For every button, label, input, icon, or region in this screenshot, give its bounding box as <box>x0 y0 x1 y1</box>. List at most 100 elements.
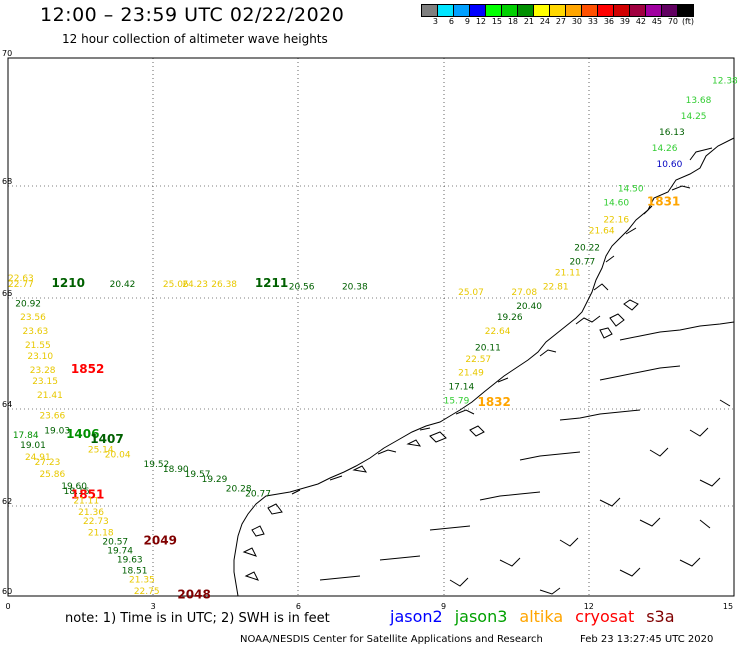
footer-note: note: 1) Time is in UTC; 2) SWH is in fe… <box>65 611 330 626</box>
wave-height-value: 23.63 <box>23 327 49 337</box>
wave-height-value: 22.63 <box>8 274 34 284</box>
wave-height-value: 22.16 <box>603 215 629 225</box>
map-frame <box>7 57 735 597</box>
wave-height-value: 19.52 <box>144 460 170 470</box>
lat-tick-label: 70 <box>2 49 12 58</box>
wave-height-value: 20.42 <box>110 280 136 290</box>
lat-tick-label: 64 <box>2 400 12 409</box>
color-label: 27 <box>555 17 566 26</box>
satellite-legend-altika: altika <box>519 607 564 626</box>
pass-time-label: 1211 <box>255 276 288 290</box>
color-labels: 3 6 9 12 15 18 21 24 27 30 33 36 39 42 45 70 (ft) <box>422 17 694 29</box>
pass-time-label: 1852 <box>71 362 104 376</box>
wave-height-value: 21.36 <box>78 508 104 518</box>
lon-tick-label: 9 <box>441 602 446 611</box>
footer-credit: NOAA/NESDIS Center for Satellite Applica… <box>240 634 543 645</box>
lon-tick-label: 0 <box>5 602 10 611</box>
wave-height-value: 19.26 <box>497 313 523 323</box>
wave-height-value: 20.22 <box>574 243 600 253</box>
coastline <box>233 137 735 597</box>
color-legend: 3 6 9 12 15 18 21 24 27 30 33 36 39 42 45 70 (ft) <box>421 4 694 29</box>
pass-time-label: 1832 <box>477 395 510 409</box>
color-label: 15 <box>491 17 502 26</box>
wave-height-value: 25.06 <box>163 280 189 290</box>
wave-height-value: 26.38 <box>211 280 237 290</box>
wave-height-value: 21.55 <box>25 341 51 351</box>
wave-height-value: 20.77 <box>569 257 595 267</box>
wave-height-value: 17.14 <box>448 383 474 393</box>
wave-height-value: 22.81 <box>543 283 569 293</box>
wave-height-value: 10.60 <box>657 160 683 170</box>
map-grid <box>8 58 734 596</box>
pass-time-label: 1851 <box>71 488 104 502</box>
color-label: 36 <box>603 17 614 26</box>
satellite-legend-s3a: s3a <box>646 607 675 626</box>
satellite-legend-jason3: jason3 <box>454 607 508 626</box>
pass-time-label: 2048 <box>177 587 210 601</box>
wave-height-value: 14.60 <box>603 199 629 209</box>
lat-tick-label: 62 <box>2 497 12 506</box>
wave-height-value: 20.04 <box>105 451 131 461</box>
wave-height-value: 19.60 <box>61 482 87 492</box>
lat-tick-label: 68 <box>2 177 12 186</box>
wave-height-value: 21.35 <box>129 576 155 586</box>
color-label: 6 <box>448 17 454 26</box>
wave-height-value: 20.11 <box>475 344 501 354</box>
color-label: 24 <box>539 17 550 26</box>
wave-height-value: 22.73 <box>83 517 109 527</box>
wave-height-value: 21.64 <box>589 227 615 237</box>
wave-height-value: 21.18 <box>88 528 114 538</box>
wave-height-value: 27.08 <box>511 288 537 298</box>
wave-height-value: 19.74 <box>107 546 133 556</box>
wave-height-value: 24.23 <box>182 280 208 290</box>
color-label: 45 <box>651 17 662 26</box>
lat-tick-label: 60 <box>2 587 12 596</box>
wave-height-value: 21.11 <box>555 269 581 279</box>
wave-height-value: 25.07 <box>458 288 484 298</box>
pass-time-label: 1406 <box>66 427 99 441</box>
wave-height-value: 12.38 <box>712 77 738 87</box>
wave-height-value: 14.26 <box>652 144 678 154</box>
wave-height-value: 21.49 <box>458 369 484 379</box>
satellite-legend-jason2: jason2 <box>390 607 443 626</box>
satellite-legend-cryosat: cryosat <box>575 607 635 626</box>
color-label: 39 <box>619 17 630 26</box>
color-label: 18 <box>507 17 518 26</box>
wave-height-value: 23.15 <box>32 377 58 387</box>
color-label: 70 <box>667 17 678 26</box>
wave-height-value: 23.56 <box>20 313 46 323</box>
wave-height-value: 13.68 <box>686 96 712 106</box>
wave-height-value: 14.25 <box>681 112 707 122</box>
wave-height-value: 20.28 <box>226 484 252 494</box>
footer-timestamp: Feb 23 13:27:45 UTC 2020 <box>580 634 714 645</box>
color-label: 42 <box>635 17 646 26</box>
wave-height-value: 20.57 <box>102 537 128 547</box>
axis-ticks: 0 3 6 9 12 15 60 62 64 66 68 70 <box>2 49 733 611</box>
lon-tick-label: 6 <box>296 602 301 611</box>
satellite-legend: jason2 jason3 altika cryosat s3a <box>390 607 687 626</box>
lon-tick-label: 15 <box>723 602 733 611</box>
wave-height-value: 19.29 <box>202 475 228 485</box>
wave-height-value: 20.92 <box>15 299 41 309</box>
wave-height-value: 21.41 <box>37 391 63 401</box>
wave-height-value: 27.23 <box>35 458 61 468</box>
wave-height-value: 21.11 <box>73 497 99 507</box>
wave-height-value: 19.01 <box>20 441 46 451</box>
color-label: 30 <box>571 17 582 26</box>
wave-height-value: 23.10 <box>27 352 53 362</box>
wave-height-value: 20.40 <box>516 302 542 312</box>
wave-height-value: 23.28 <box>30 366 56 376</box>
wave-height-value: 24.91 <box>25 453 51 463</box>
lon-tick-label: 12 <box>584 602 594 611</box>
color-swatches <box>421 4 694 17</box>
wave-height-value: 17.84 <box>13 431 39 441</box>
wave-height-value: 15.79 <box>444 396 470 406</box>
color-label: 12 <box>475 17 486 26</box>
wave-height-value: 25.14 <box>88 446 114 456</box>
pass-time-label: 1407 <box>90 432 123 446</box>
wave-height-value: 22.77 <box>8 280 34 290</box>
wave-height-value: 20.77 <box>245 489 271 499</box>
wave-height-value: 22.75 <box>134 587 160 597</box>
